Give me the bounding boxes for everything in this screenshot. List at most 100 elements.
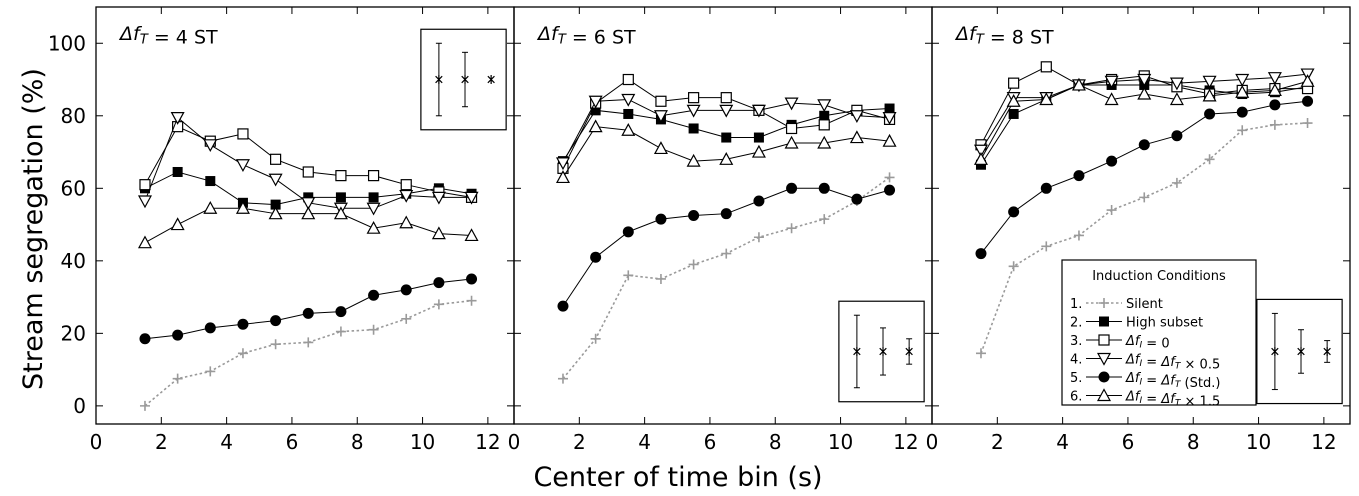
data-point-std bbox=[139, 333, 151, 345]
data-point-silent bbox=[466, 295, 477, 306]
legend-entry-std: 5. ΔfI = ΔfT (Std.) bbox=[1070, 371, 1220, 391]
data-point-onehalf bbox=[333, 206, 348, 220]
data-point-onehalf bbox=[235, 200, 250, 214]
x-tick-label: 4 bbox=[638, 430, 651, 454]
data-point-std bbox=[753, 195, 765, 207]
legend-entry-zero: 3. ΔfI = 0 bbox=[1070, 334, 1170, 352]
x-tick-label: 4 bbox=[1056, 430, 1069, 454]
x-tick-label: 6 bbox=[704, 430, 717, 454]
data-point-half bbox=[464, 191, 479, 205]
x-tick-label: 10 bbox=[410, 430, 435, 454]
data-point-std bbox=[1138, 139, 1150, 151]
data-point-onehalf bbox=[751, 144, 766, 158]
inset-frame bbox=[420, 28, 507, 131]
data-point-onehalf bbox=[973, 152, 988, 165]
data-point-silent bbox=[433, 299, 444, 310]
data-point-onehalf bbox=[653, 141, 668, 155]
data-point-high bbox=[270, 199, 281, 210]
data-point-zero bbox=[335, 170, 347, 182]
y-tick-label: 60 bbox=[61, 176, 86, 200]
data-point-high bbox=[753, 132, 764, 143]
data-point-onehalf bbox=[1235, 84, 1250, 98]
x-tick-label: 10 bbox=[1246, 430, 1271, 454]
data-point-silent bbox=[1073, 230, 1084, 241]
data-point-std bbox=[851, 193, 863, 205]
series-std bbox=[139, 273, 478, 345]
inset-frame bbox=[838, 300, 925, 403]
data-point-std bbox=[1236, 106, 1248, 118]
data-point-std bbox=[720, 208, 732, 220]
legend-entry-label: ΔfI = ΔfT × 0.5 bbox=[1125, 353, 1220, 373]
x-tick-label: 2 bbox=[573, 430, 586, 454]
data-point-half bbox=[301, 197, 316, 211]
data-point-onehalf bbox=[882, 133, 897, 147]
data-point-high bbox=[368, 192, 379, 203]
data-point-std bbox=[688, 210, 700, 221]
legend-entry-label: ΔfI = ΔfT × 1.5 bbox=[1125, 390, 1220, 410]
legend-entry-number: 2. bbox=[1070, 316, 1082, 331]
data-point-onehalf bbox=[817, 135, 832, 149]
series-line-std bbox=[562, 187, 890, 307]
series-half bbox=[137, 111, 479, 216]
data-point-half bbox=[268, 173, 283, 187]
x-tick-label: 0 bbox=[926, 430, 939, 454]
error-bar-center bbox=[1271, 346, 1279, 356]
data-point-silent bbox=[303, 337, 314, 348]
data-point-silent bbox=[205, 366, 216, 377]
x-tick-label: 8 bbox=[769, 430, 782, 454]
data-point-onehalf bbox=[137, 235, 152, 249]
legend-entry-label: Silent bbox=[1126, 297, 1163, 312]
x-tick-label: 8 bbox=[351, 430, 364, 454]
panel-2: 0 2 4 6 8 10 12 ΔfT = 6 ST bbox=[508, 6, 933, 454]
error-bar-center bbox=[905, 346, 913, 356]
series-line-std bbox=[980, 100, 1308, 254]
legend-entry-high: 2. High subset bbox=[1070, 316, 1203, 331]
data-point-onehalf bbox=[1169, 92, 1184, 106]
data-point-onehalf bbox=[1202, 88, 1217, 102]
data-point-std bbox=[1204, 108, 1216, 120]
data-point-zero bbox=[302, 166, 314, 178]
data-point-silent bbox=[1302, 118, 1313, 129]
legend-entry-silent: 1. Silent bbox=[1070, 297, 1163, 312]
data-point-half bbox=[882, 111, 897, 125]
data-point-std bbox=[655, 213, 667, 225]
series-half bbox=[555, 93, 897, 171]
y-tick-label: 0 bbox=[73, 394, 86, 418]
data-point-half bbox=[1137, 73, 1152, 87]
data-point-silent bbox=[237, 348, 248, 359]
error-bar-center bbox=[461, 75, 469, 85]
series-line-zero bbox=[144, 126, 472, 198]
x-tick-label: 12 bbox=[1311, 430, 1336, 454]
data-point-high bbox=[623, 108, 634, 119]
data-point-half bbox=[973, 144, 988, 158]
legend-entry-number: 4. bbox=[1070, 353, 1082, 368]
x-tick-label: 8 bbox=[1187, 430, 1200, 454]
x-axis-label: Center of time bin (s) bbox=[533, 462, 822, 493]
data-point-onehalf bbox=[399, 215, 414, 229]
data-point-high bbox=[721, 132, 732, 143]
data-point-half bbox=[719, 104, 734, 118]
error-bar-inset bbox=[420, 28, 507, 131]
legend: Induction Conditions 1. Silent 2. High subse… bbox=[1061, 259, 1257, 410]
data-point-half bbox=[170, 111, 185, 125]
data-point-high bbox=[172, 166, 183, 177]
x-tick-label: 6 bbox=[1122, 430, 1135, 454]
data-point-silent bbox=[1269, 119, 1280, 130]
data-point-half bbox=[431, 191, 446, 205]
data-point-onehalf bbox=[431, 226, 446, 240]
data-point-silent bbox=[172, 373, 183, 384]
data-point-zero bbox=[785, 122, 798, 135]
series-silent bbox=[975, 118, 1313, 359]
data-point-silent bbox=[975, 348, 986, 359]
x-tick-label: 2 bbox=[155, 430, 168, 454]
data-point-silent bbox=[884, 172, 895, 183]
data-point-silent bbox=[753, 232, 764, 243]
data-point-silent bbox=[1106, 205, 1117, 216]
legend-entry-number: 1. bbox=[1070, 297, 1082, 312]
data-point-zero bbox=[400, 179, 412, 191]
data-point-std bbox=[975, 248, 987, 260]
data-point-silent bbox=[786, 223, 797, 234]
series-std bbox=[557, 182, 896, 312]
